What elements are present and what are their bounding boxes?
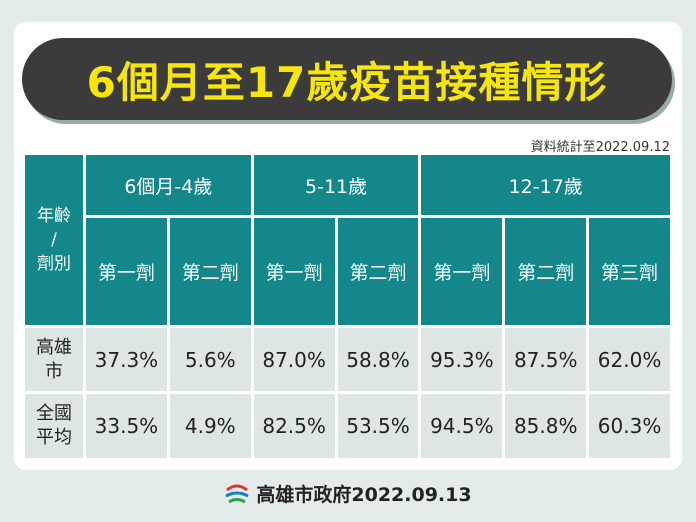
rate-cell: 5.6% xyxy=(169,328,251,391)
rate-cell: 87.5% xyxy=(505,328,587,391)
vaccination-table: 年齡 / 劑別 6個月-4歲 5-11歲 12-17歲 第一劑 第二劑 第一劑 第二劑 第一劑 第二劑… xyxy=(25,155,670,458)
logo xyxy=(225,484,250,503)
rate-cell: 58.8% xyxy=(337,328,419,391)
dose-header: 第二劑 xyxy=(337,218,419,325)
data-date-note: 資料統計至2022.09.12 xyxy=(530,140,670,155)
age-group-header: 6個月-4歲 xyxy=(86,155,251,215)
corner-line: 年齡 xyxy=(37,206,71,226)
footer-text: 高雄市政府2022.09.13 xyxy=(256,484,472,506)
rate-cell: 85.8% xyxy=(505,394,587,458)
dose-header: 第二劑 xyxy=(169,218,251,325)
rate-cell: 33.5% xyxy=(86,394,167,458)
row-label: 高雄市 xyxy=(25,328,83,391)
rate-cell: 82.5% xyxy=(253,394,335,458)
age-group-header: 5-11歲 xyxy=(253,155,419,215)
rate-cell: 94.5% xyxy=(421,394,503,458)
rate-cell: 95.3% xyxy=(421,328,503,391)
row-label-line: 市 xyxy=(45,360,63,382)
rate-cell: 37.3% xyxy=(86,328,167,391)
row-label-line: 高雄 xyxy=(36,336,72,358)
footer: 高雄市政府2022.09.13 xyxy=(0,480,696,507)
corner-line: 劑別 xyxy=(37,254,71,274)
dose-header: 第一劑 xyxy=(421,218,503,325)
row-label: 全國 平均 xyxy=(25,394,83,458)
corner-line: / xyxy=(51,230,57,250)
corner-header: 年齡 / 劑別 xyxy=(25,155,83,325)
rate-cell: 60.3% xyxy=(589,394,670,458)
row-label-line: 平均 xyxy=(36,427,72,448)
age-group-header: 12-17歲 xyxy=(421,155,670,215)
rate-cell: 4.9% xyxy=(169,394,251,458)
rate-cell: 87.0% xyxy=(253,328,335,391)
dose-header: 第一劑 xyxy=(86,218,167,325)
row-label-line: 全國 xyxy=(36,403,72,424)
dose-header: 第二劑 xyxy=(505,218,587,325)
title: 6個月至17歲疫苗接種情形 xyxy=(22,38,672,120)
dose-header: 第一劑 xyxy=(253,218,335,325)
rate-cell: 62.0% xyxy=(589,328,670,391)
rate-cell: 53.5% xyxy=(337,394,419,458)
dose-header: 第三劑 xyxy=(589,218,670,325)
